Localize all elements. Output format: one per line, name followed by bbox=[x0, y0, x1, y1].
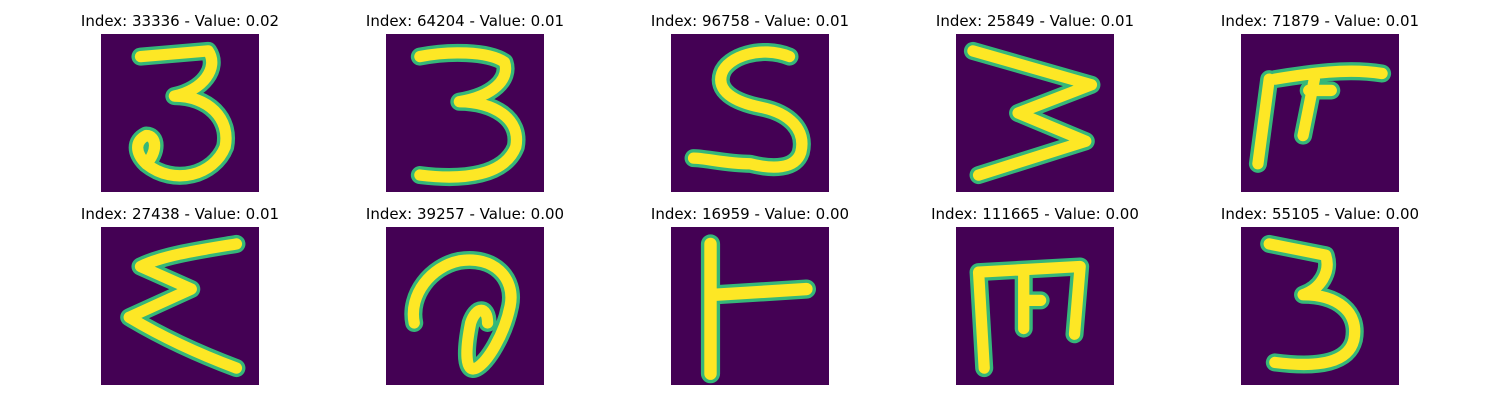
digit-image-3 bbox=[386, 34, 544, 192]
digit-stroke bbox=[404, 250, 520, 378]
digit-stroke bbox=[410, 43, 526, 186]
sample-title: Index: 64204 - Value: 0.01 bbox=[365, 12, 565, 30]
sample-cell: Index: 111665 - Value: 0.00 bbox=[915, 203, 1155, 393]
sample-title: Index: 25849 - Value: 0.01 bbox=[935, 12, 1135, 30]
sample-cell: Index: 33336 - Value: 0.02 bbox=[60, 10, 300, 200]
digit-image-pi bbox=[1241, 34, 1399, 192]
digit-image-m bbox=[956, 227, 1114, 385]
digit-stroke bbox=[963, 41, 1101, 185]
digit-image-3 bbox=[101, 34, 259, 192]
sample-cell: Index: 64204 - Value: 0.01 bbox=[345, 10, 585, 200]
digit-image-w bbox=[956, 34, 1114, 192]
digit-stroke bbox=[120, 234, 246, 378]
sample-title: Index: 111665 - Value: 0.00 bbox=[931, 205, 1139, 223]
sample-title: Index: 39257 - Value: 0.00 bbox=[365, 205, 565, 223]
digit-image-s bbox=[671, 34, 829, 192]
digit-image-a bbox=[386, 227, 544, 385]
sample-title: Index: 27438 - Value: 0.01 bbox=[80, 205, 280, 223]
digit-stroke bbox=[128, 41, 235, 185]
sample-title: Index: 96758 - Value: 0.01 bbox=[650, 12, 850, 30]
digit-stroke bbox=[684, 43, 811, 177]
digit-stroke bbox=[969, 257, 1090, 378]
digit-image-3 bbox=[1241, 227, 1399, 385]
digit-stroke bbox=[1260, 234, 1364, 374]
sample-cell: Index: 55105 - Value: 0.00 bbox=[1200, 203, 1440, 393]
digit-image-t bbox=[671, 227, 829, 385]
sample-cell: Index: 39257 - Value: 0.00 bbox=[345, 203, 585, 393]
image-background bbox=[671, 227, 829, 385]
digit-stroke bbox=[700, 234, 817, 384]
digit-image-sigma bbox=[101, 227, 259, 385]
sample-title: Index: 16959 - Value: 0.00 bbox=[650, 205, 850, 223]
sample-cell: Index: 96758 - Value: 0.01 bbox=[630, 10, 870, 200]
sample-title: Index: 55105 - Value: 0.00 bbox=[1220, 205, 1420, 223]
digit-stroke bbox=[1248, 62, 1392, 173]
sample-cell: Index: 16959 - Value: 0.00 bbox=[630, 203, 870, 393]
sample-title: Index: 71879 - Value: 0.01 bbox=[1220, 12, 1420, 30]
sample-cell: Index: 25849 - Value: 0.01 bbox=[915, 10, 1155, 200]
sample-cell: Index: 71879 - Value: 0.01 bbox=[1200, 10, 1440, 200]
sample-cell: Index: 27438 - Value: 0.01 bbox=[60, 203, 300, 393]
sample-title: Index: 33336 - Value: 0.02 bbox=[80, 12, 280, 30]
